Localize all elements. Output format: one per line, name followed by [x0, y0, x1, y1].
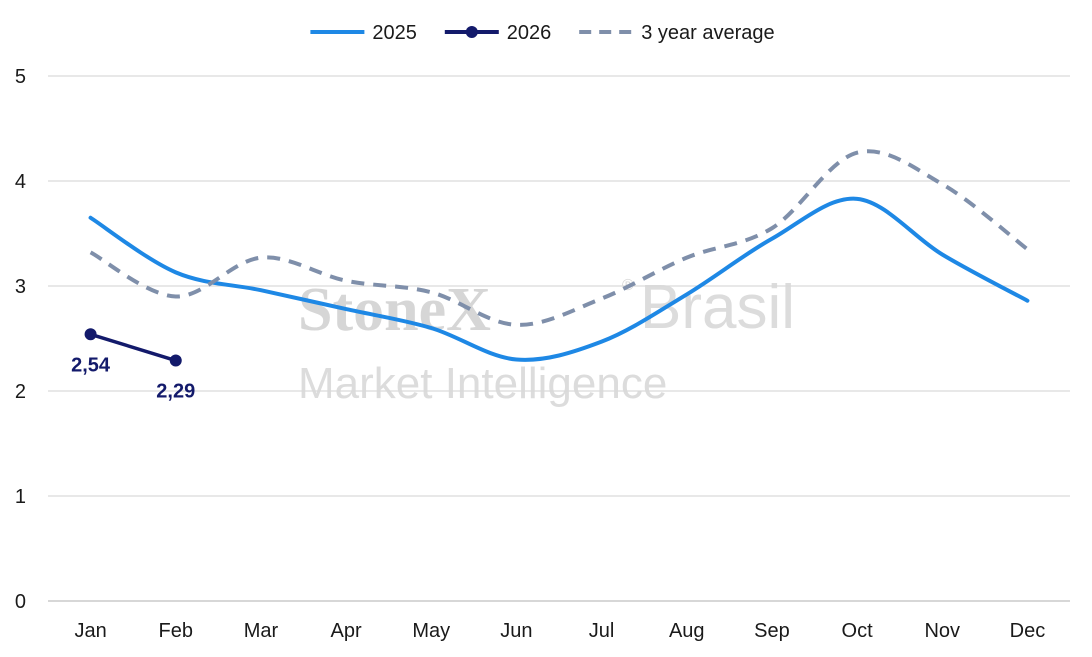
series-lines — [84, 149, 1030, 367]
y-tick-label: 0 — [15, 591, 26, 613]
x-tick-label-aug: Aug — [669, 620, 705, 642]
legend-item-2026: 2026 — [444, 22, 552, 44]
watermark-tagline: Market Intelligence — [298, 359, 667, 408]
legend: 2025 2026 3 year average — [310, 22, 775, 44]
x-tick-label-oct: Oct — [842, 620, 874, 642]
x-axis: Jan Feb Mar Apr May Jun Jul Aug Sep Oct Nov Dec — [74, 620, 1045, 642]
point-2026-feb — [169, 354, 182, 367]
legend-label-2025: 2025 — [372, 22, 417, 44]
data-labels: 2,54 2,29 — [71, 354, 195, 402]
legend-label-3-year-average: 3 year average — [641, 22, 774, 44]
watermark-brand: StoneX — [298, 276, 491, 344]
x-tick-label-sep: Sep — [754, 620, 790, 642]
data-label-2026-jan: 2,54 — [71, 354, 111, 376]
x-tick-label-may: May — [412, 620, 450, 642]
y-tick-label: 4 — [15, 171, 26, 193]
gridlines — [48, 75, 1070, 602]
y-tick-label: 5 — [15, 66, 26, 88]
series-line-2026 — [88, 332, 178, 363]
y-tick-label: 3 — [15, 276, 26, 298]
point-2026-jan — [84, 328, 97, 341]
x-tick-label-feb: Feb — [159, 620, 193, 642]
legend-item-3-year-average: 3 year average — [579, 22, 775, 44]
x-tick-label-dec: Dec — [1010, 620, 1046, 642]
legend-item-2025: 2025 — [310, 22, 417, 44]
series-line-2025 — [88, 196, 1030, 362]
series-line-3-year-average — [89, 149, 1029, 327]
x-tick-label-jun: Jun — [500, 620, 532, 642]
y-axis: 0 1 2 3 4 5 — [15, 66, 26, 613]
x-tick-label-jan: Jan — [74, 620, 106, 642]
x-tick-label-apr: Apr — [331, 620, 362, 642]
y-tick-label: 1 — [15, 486, 26, 508]
data-label-2026-feb: 2,29 — [156, 381, 195, 403]
x-tick-label-nov: Nov — [924, 620, 960, 642]
x-tick-label-mar: Mar — [244, 620, 279, 642]
y-tick-label: 2 — [15, 381, 26, 403]
legend-label-2026: 2026 — [507, 22, 552, 44]
watermark: StoneX ® Brasil Market Intelligence — [298, 273, 795, 408]
legend-marker-2026 — [465, 26, 478, 38]
x-tick-label-jul: Jul — [589, 620, 615, 642]
